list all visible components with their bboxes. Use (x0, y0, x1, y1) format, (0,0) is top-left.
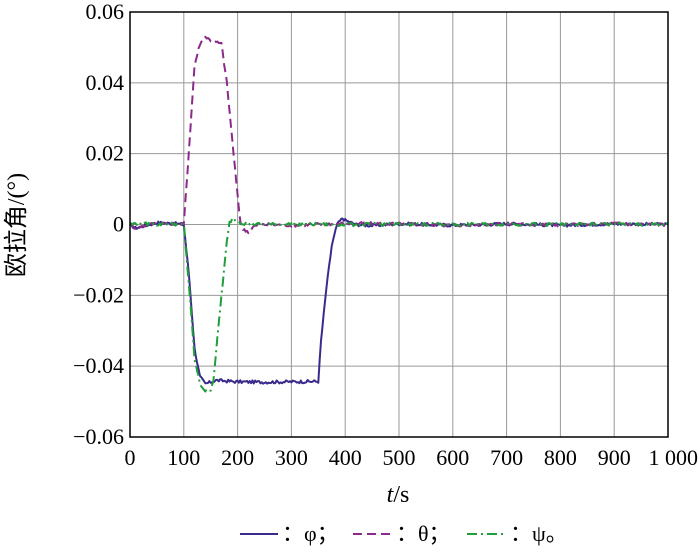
y-tick-label: 0.06 (86, 0, 125, 24)
x-axis-label-unit: /s (393, 482, 409, 508)
x-tick-label: 400 (329, 445, 362, 470)
x-tick-label: 0 (125, 445, 136, 470)
legend-label-ψ: ：ψ。 (510, 521, 568, 546)
y-tick-label: 0 (113, 212, 124, 237)
x-tick-label: 200 (221, 445, 254, 470)
x-tick-labels: 0 100 200 300 400 500 600 700 800 900 1 000 (125, 445, 699, 470)
y-tick-label: −0.04 (73, 353, 124, 378)
y-tick-label: −0.02 (73, 282, 124, 307)
x-tick-label: 100 (167, 445, 200, 470)
x-axis-label-var: t (387, 482, 395, 508)
y-axis-label: 欧拉角/(°) (3, 173, 30, 277)
legend-label-φ: ：φ； (282, 521, 339, 546)
y-tick-label: 0.02 (86, 141, 125, 166)
series-line-ψ (129, 217, 669, 393)
legend-label-θ: ：θ； (396, 521, 451, 546)
x-tick-label: 900 (598, 445, 631, 470)
x-tick-label: 600 (436, 445, 469, 470)
x-tick-label: 300 (275, 445, 308, 470)
x-tick-label: 1 000 (649, 445, 699, 470)
y-tick-labels: 0.06 0.04 0.02 0 −0.02 −0.04 −0.06 (73, 0, 124, 449)
x-tick-label: 500 (383, 445, 416, 470)
x-tick-label: 700 (490, 445, 523, 470)
x-tick-label: 800 (544, 445, 577, 470)
y-tick-label: −0.06 (73, 424, 124, 449)
plot-frame (129, 11, 669, 438)
series-layer (129, 35, 669, 393)
legend: ：φ； ：θ； ：ψ。 (240, 521, 568, 546)
y-tick-label: 0.04 (86, 70, 125, 95)
x-axis-label: t/s (387, 482, 410, 508)
